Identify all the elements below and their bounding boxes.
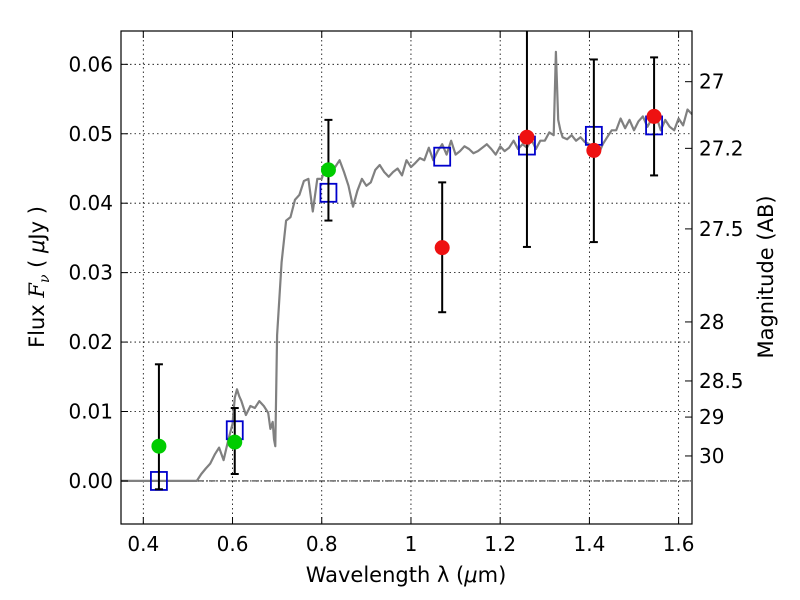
y-tick-label: 0.01 [68,400,113,424]
observed-green-point [227,434,243,450]
observed-green-point [151,438,167,454]
grid-lines [121,31,692,524]
y-tick-label: 0.04 [68,191,113,215]
x-tick-label: 0.6 [217,532,249,556]
x-tick-label: 1 [405,532,418,556]
y-tick-label: 0.00 [68,469,113,493]
plot-frame [120,30,693,525]
observed-red-point [646,108,662,124]
plot-area [121,31,692,491]
y2-tick-label: 28.5 [699,369,744,393]
y2-tick-label: 28 [699,310,724,334]
observed-green-point [320,162,336,178]
y-axis-label: Flux Fν ( μJy ) [25,206,53,348]
x-tick-label: 1.6 [663,532,695,556]
x-tick-label: 1.2 [484,532,516,556]
observed-red-point [434,240,450,256]
x-tick-label: 0.4 [127,532,159,556]
y2-tick-label: 29 [699,405,724,429]
y-tick-label: 0.02 [68,330,113,354]
model-spectrum-line [121,50,692,482]
y-tick-label: 0.03 [68,261,113,285]
model-photometry-point [433,146,452,167]
x-axis-label: Wavelength λ (μm) [306,563,507,587]
y-tick-label: 0.05 [68,122,113,146]
observed-red-point [586,142,602,158]
x-tick-label: 1.4 [573,532,605,556]
y2-axis-label: Magnitude (AB) [754,195,778,358]
y2-tick-label: 27.5 [699,217,744,241]
y2-tick-label: 27.2 [699,136,744,160]
y2-tick-label: 30 [699,444,724,468]
axis-ticks: 0.4 0.6 0.8 1 1.2 1.4 1.6 0.00 0.01 0.02 0.03 0.04 0… [68,31,744,556]
x-tick-label: 0.8 [306,532,338,556]
observed-red-point [519,129,535,145]
y2-tick-label: 27 [699,70,724,94]
y-tick-label: 0.06 [68,52,113,76]
